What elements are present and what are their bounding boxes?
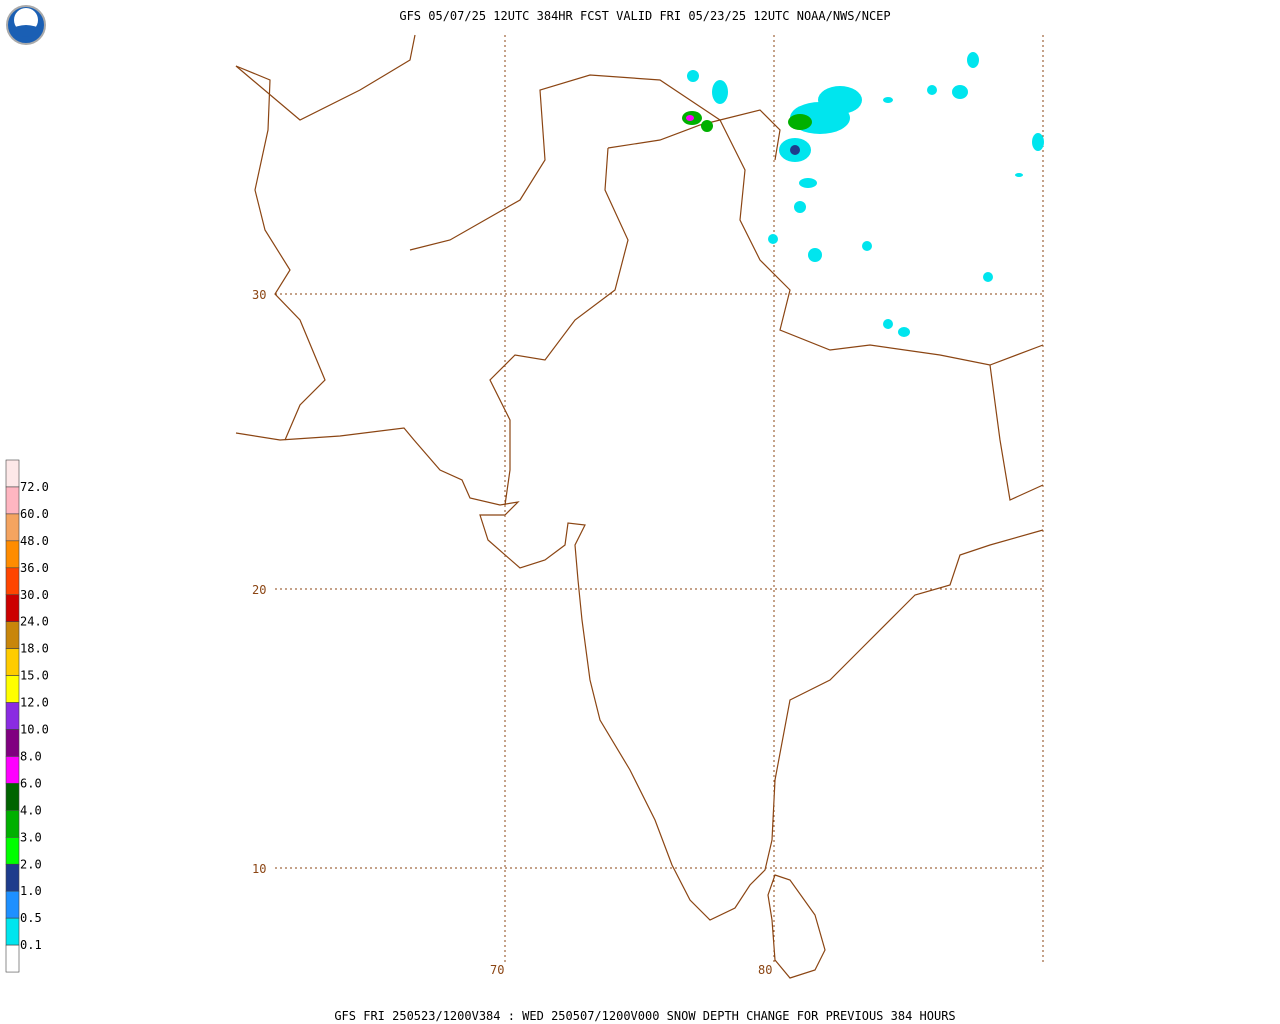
coastlines: [235, 34, 1044, 979]
legend-swatch: [5, 702, 20, 730]
legend-label: 12.0: [20, 696, 49, 710]
legend-swatch: [5, 513, 20, 542]
legend-label: 30.0: [20, 588, 49, 602]
legend-swatch: [5, 486, 20, 515]
lat-label: 10: [252, 862, 266, 876]
legend-swatch: [5, 729, 20, 757]
legend-label: 48.0: [20, 534, 49, 548]
legend-label: 24.0: [20, 615, 49, 629]
legend-label: 10.0: [20, 723, 49, 737]
legend-swatch: [5, 594, 20, 623]
legend-swatch: [5, 675, 20, 703]
legend-label: 8.0: [20, 749, 42, 763]
legend-label: 0.1: [20, 938, 42, 952]
legend-label: 18.0: [20, 642, 49, 656]
footer: GFS FRI 250523/1200V384 : WED 250507/120…: [334, 1009, 955, 1023]
legend-label: 4.0: [20, 803, 42, 817]
legend: 72.0 60.0 48.0 36.0 30.0 24.0 18.0 15.0 12.0 10.0…: [5, 459, 49, 973]
legend-label: 15.0: [20, 669, 49, 683]
legend-swatch: [5, 783, 20, 811]
legend-swatch: [5, 459, 20, 488]
title: GFS 05/07/25 12UTC 384HR FCST VALID FRI …: [399, 9, 890, 23]
lat-label: 20: [252, 583, 266, 597]
legend-swatch: [5, 836, 20, 865]
legend-label: 6.0: [20, 776, 42, 790]
legend-swatch: [5, 621, 20, 649]
legend-swatch: [5, 810, 20, 838]
legend-label: 2.0: [20, 857, 42, 871]
legend-swatch: [5, 756, 20, 784]
legend-swatch: [5, 863, 20, 892]
legend-label: 60.0: [20, 507, 49, 521]
lon-label: 80: [758, 963, 772, 977]
legend-label: 72.0: [20, 480, 49, 494]
legend-swatch: [5, 944, 20, 973]
legend-label: 0.5: [20, 911, 42, 925]
legend-label: 3.0: [20, 830, 42, 844]
legend-swatch: [5, 540, 20, 569]
grid: [275, 35, 1044, 965]
legend-swatch: [5, 917, 20, 946]
lat-label: 30: [252, 288, 266, 302]
legend-swatch: [5, 648, 20, 676]
legend-swatch: [5, 890, 20, 919]
snow-areas: [682, 52, 1044, 337]
legend-label: 1.0: [20, 884, 42, 898]
noaa-logo: [6, 5, 46, 45]
legend-swatch: [5, 567, 20, 596]
lon-label: 70: [490, 963, 504, 977]
legend-label: 36.0: [20, 561, 49, 575]
